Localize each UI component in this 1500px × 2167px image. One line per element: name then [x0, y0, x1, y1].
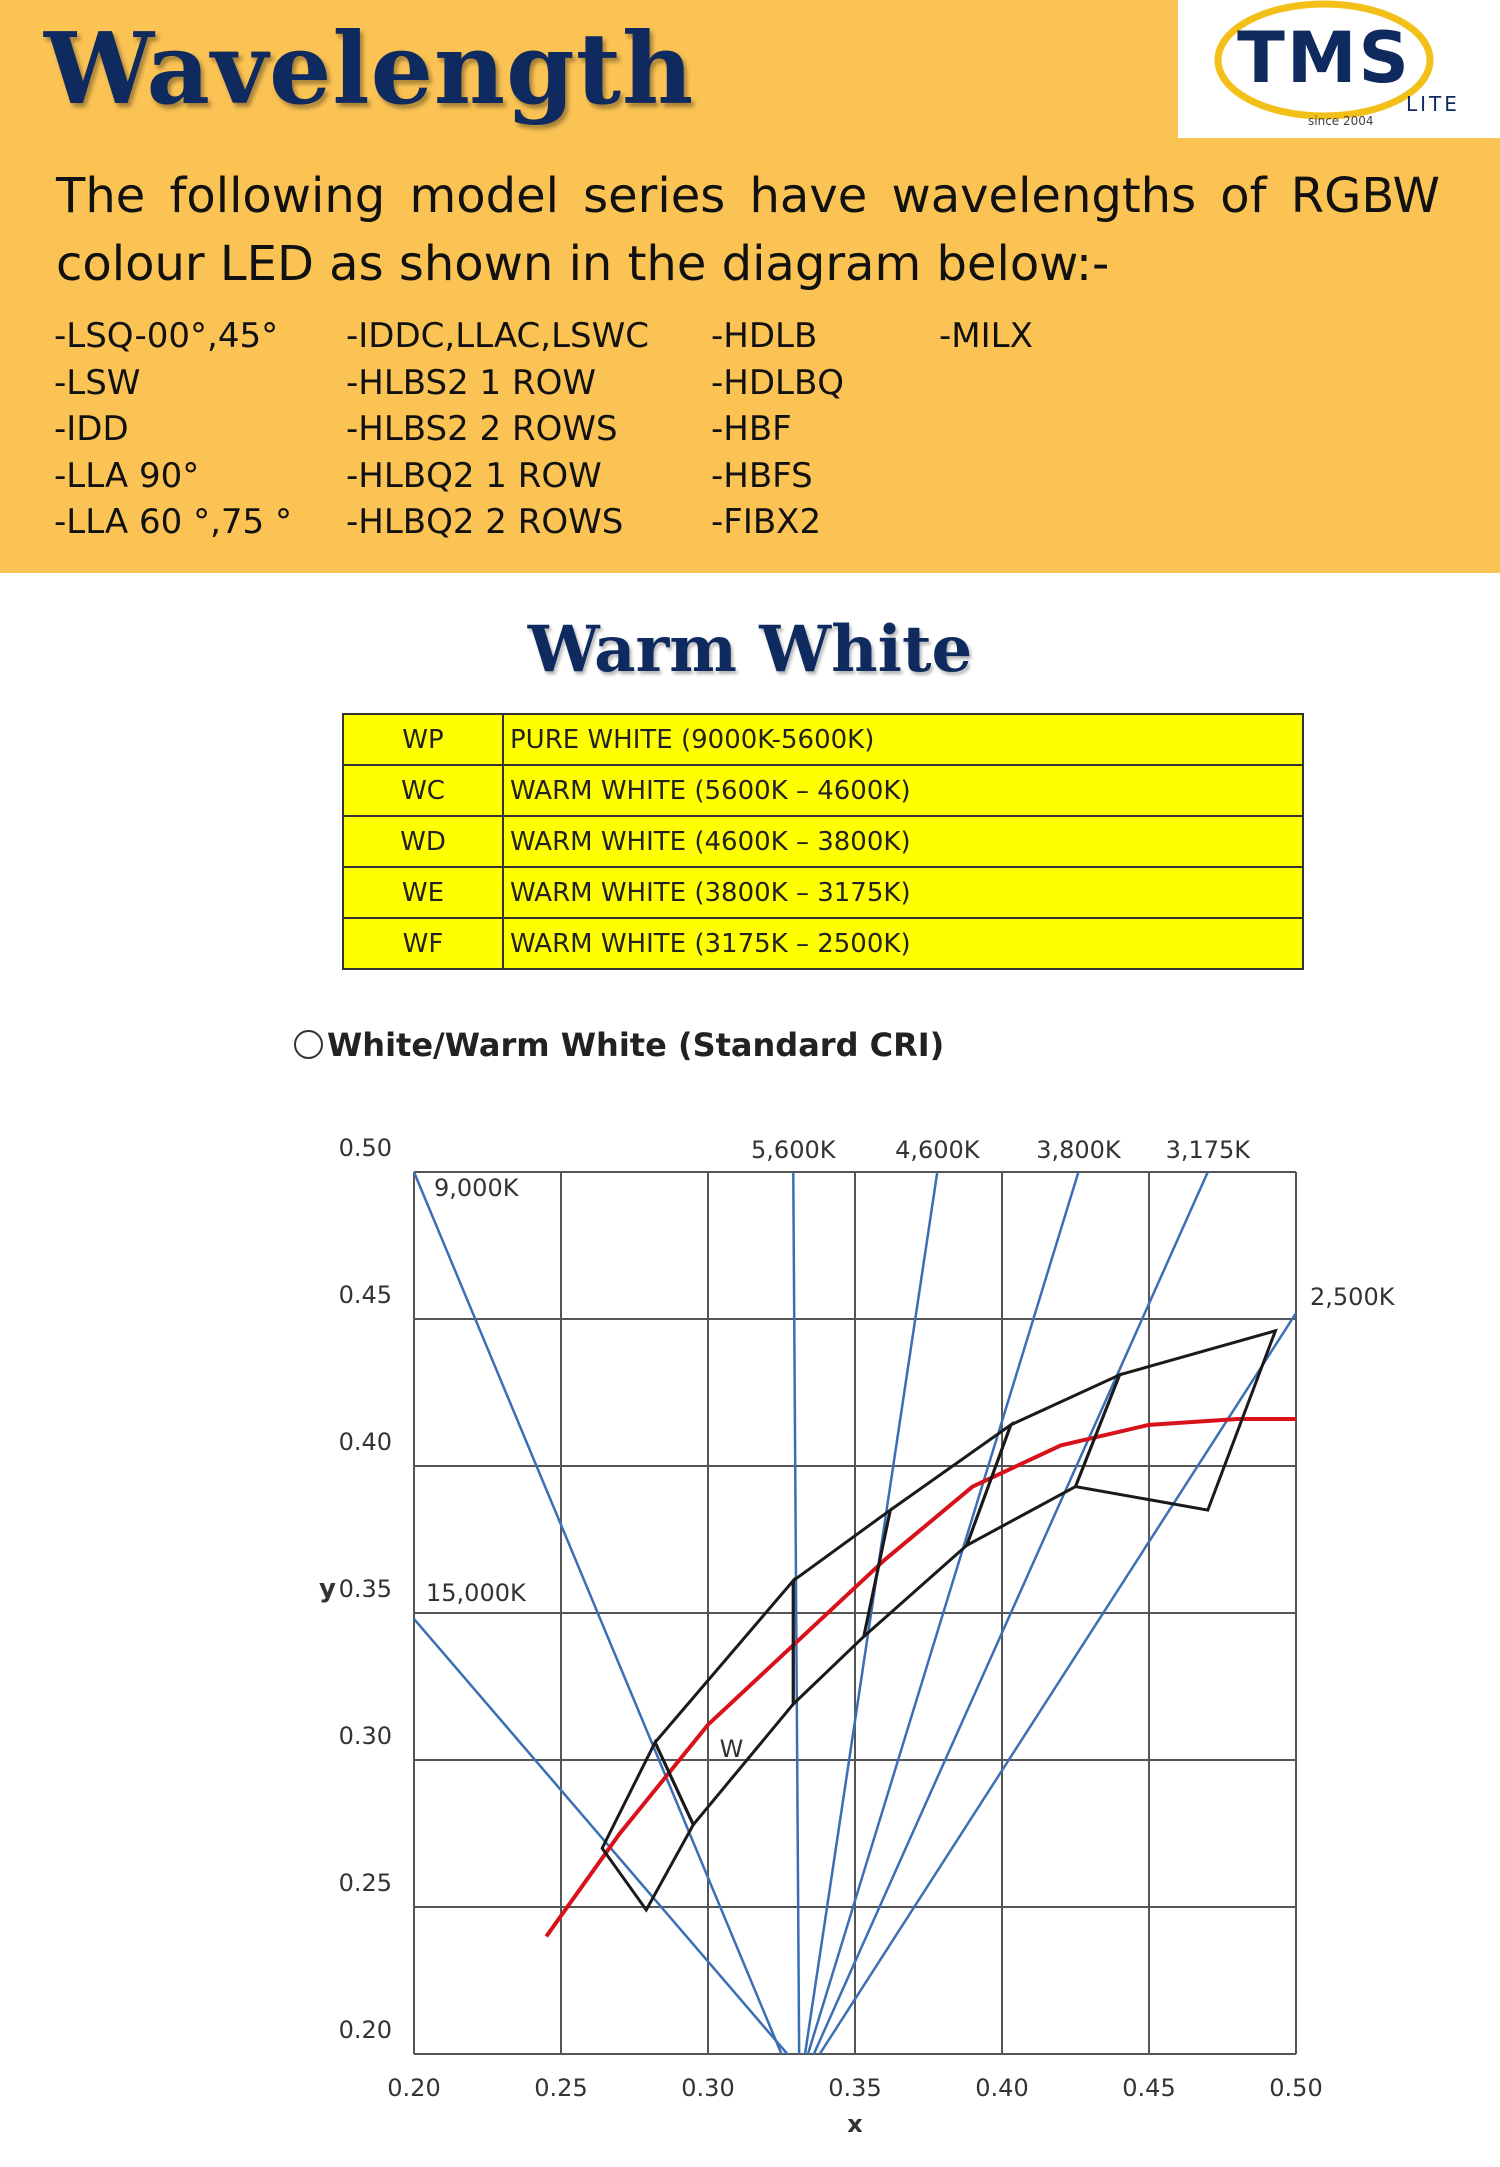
x-axis-label: x: [847, 2110, 863, 2138]
y-tick-label: 0.45: [339, 1281, 392, 1309]
x-tick-label: 0.40: [975, 2074, 1028, 2102]
table-row: WF WARM WHITE (3175K – 2500K): [342, 917, 1304, 970]
legend-label: White/Warm White (Standard CRI): [327, 1026, 945, 1064]
model-column-3: -HDLB -HDLBQ -HBF -HBFS -FIBX2: [711, 313, 844, 546]
model-item: -HLBS2 1 ROW: [346, 362, 596, 403]
model-item: -LSW: [54, 362, 141, 403]
cct-label: 4,600K: [895, 1136, 981, 1164]
bin-annotation-label: W: [720, 1735, 744, 1763]
cct-line: [818, 1312, 1298, 2055]
y-tick-label: 0.30: [339, 1722, 392, 1750]
bin-code: WP: [342, 713, 504, 766]
company-logo: TMS LITE since 2004: [1178, 0, 1500, 138]
header-banner: Wavelength TMS LITE since 2004 The follo…: [0, 0, 1500, 573]
model-column-1: -LSQ-00°,45° -LSW -IDD -LLA 90° -LLA 60 …: [54, 313, 292, 546]
model-column-4: -MILX: [939, 313, 1033, 360]
model-item: -IDD: [54, 409, 129, 449]
x-tick-label: 0.30: [681, 2074, 734, 2102]
bin-quadrangle-wc: [791, 1506, 893, 1708]
y-tick-label: 0.50: [339, 1134, 392, 1162]
x-tick-label: 0.35: [828, 2074, 881, 2102]
y-tick-label: 0.20: [339, 2016, 392, 2044]
cct-line: [812, 1171, 1209, 2055]
model-item: -LSQ-00°,45°: [54, 316, 279, 356]
model-item: -HLBS2 2 ROWS: [346, 409, 618, 449]
model-item: -FIBX2: [711, 502, 822, 542]
planckian-locus-line: [544, 1416, 1296, 1938]
cct-label: 3,175K: [1166, 1136, 1252, 1164]
bin-quadrangle-wp: [600, 1738, 695, 1913]
page-title: Wavelength: [44, 12, 695, 127]
cct-line: [792, 1171, 801, 2055]
chromaticity-chart: 0.20 0.25 0.30 0.35 0.40 0.45 0.50 0.20 0.25 0.30…: [319, 1134, 1396, 2138]
bin-quadrangle-wf: [1073, 1328, 1278, 1512]
logo-sub-text: LITE: [1406, 92, 1460, 116]
table-row: WE WARM WHITE (3800K – 3175K): [342, 866, 1304, 919]
model-item: -HBFS: [711, 455, 813, 496]
cct-line: [412, 1171, 783, 2055]
x-tick-label: 0.50: [1269, 2074, 1322, 2102]
circle-icon: [294, 1030, 323, 1059]
logo-brand-text: TMS: [1237, 17, 1411, 99]
model-item: -MILX: [939, 316, 1033, 356]
model-item: -HDLBQ: [711, 362, 845, 403]
cct-line: [806, 1171, 1080, 2055]
model-item: -HBF: [711, 409, 792, 449]
bin-description: WARM WHITE (3800K – 3175K): [502, 866, 1304, 919]
y-tick-label: 0.25: [339, 1869, 392, 1897]
y-tick-label: 0.35: [339, 1575, 392, 1603]
cct-line: [413, 1618, 789, 2055]
table-row: WD WARM WHITE (4600K – 3800K): [342, 815, 1304, 868]
bin-quadrangle-wd: [861, 1420, 1014, 1641]
section-title: Warm White: [527, 612, 973, 687]
cct-label: 9,000K: [434, 1174, 520, 1202]
model-column-2: -IDDC,LLAC,LSWC -HLBS2 1 ROW -HLBS2 2 RO…: [346, 313, 649, 546]
table-row: WC WARM WHITE (5600K – 4600K): [342, 764, 1304, 817]
model-item: -LLA 60 °,75 °: [54, 502, 292, 542]
bin-description: WARM WHITE (5600K – 4600K): [502, 764, 1304, 817]
model-item: -LLA 90°: [54, 455, 200, 496]
x-tick-label: 0.25: [534, 2074, 587, 2102]
y-tick-label: 0.40: [339, 1428, 392, 1456]
cct-label: 2,500K: [1310, 1283, 1396, 1311]
cct-label: 15,000K: [426, 1579, 527, 1607]
bin-code: WF: [342, 917, 504, 970]
bin-description: WARM WHITE (3175K – 2500K): [502, 917, 1304, 970]
bin-description: PURE WHITE (9000K-5600K): [502, 713, 1304, 766]
intro-text: The following model series have waveleng…: [56, 168, 1440, 292]
bin-code-table: WP PURE WHITE (9000K-5600K) WC WARM WHIT…: [342, 713, 1304, 970]
y-axis-label: y: [319, 1574, 336, 1604]
bin-description: WARM WHITE (4600K – 3800K): [502, 815, 1304, 868]
bin-code: WE: [342, 866, 504, 919]
model-item: -IDDC,LLAC,LSWC: [346, 316, 649, 356]
bin-code: WC: [342, 764, 504, 817]
model-item: -HLBQ2 2 ROWS: [346, 502, 624, 542]
cct-line: [803, 1171, 939, 2055]
cct-label: 5,600K: [751, 1136, 837, 1164]
bin-code: WD: [342, 815, 504, 868]
model-item: -HDLB: [711, 316, 818, 356]
x-tick-label: 0.45: [1122, 2074, 1175, 2102]
table-row: WP PURE WHITE (9000K-5600K): [342, 713, 1304, 766]
model-item: -HLBQ2 1 ROW: [346, 455, 602, 496]
chart-legend: White/Warm White (Standard CRI): [294, 1026, 944, 1064]
logo-tagline: since 2004: [1308, 114, 1374, 128]
cct-label: 3,800K: [1036, 1136, 1122, 1164]
x-tick-label: 0.20: [387, 2074, 440, 2102]
